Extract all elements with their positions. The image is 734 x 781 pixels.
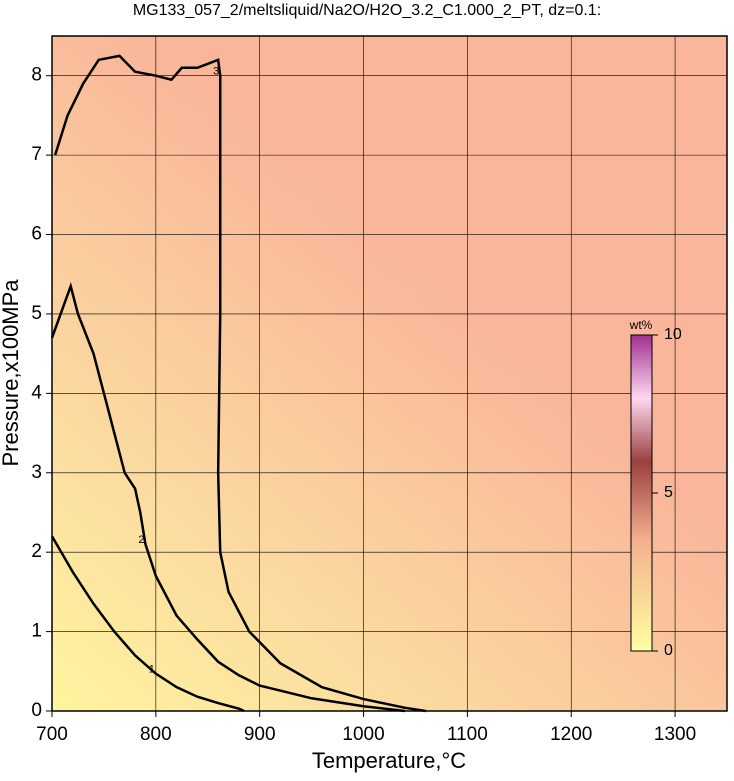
colorbar-tick-label: 0	[664, 642, 673, 659]
x-axis-label: Temperature,°C	[312, 748, 466, 773]
colorbar-tick-label: 10	[664, 326, 682, 343]
y-tick-label: 2	[31, 541, 42, 562]
y-tick-label: 0	[31, 700, 42, 721]
x-tick-label: 1000	[342, 724, 384, 745]
y-axis-label: Pressure,x100MPa	[0, 279, 23, 467]
contour-label: 1	[149, 664, 155, 676]
colorbar	[630, 334, 653, 652]
y-tick-label: 7	[31, 144, 42, 165]
y-tick-label: 4	[31, 382, 42, 403]
y-tick-label: 6	[31, 224, 42, 245]
x-tick-label: 1100	[447, 724, 488, 745]
y-tick-label: 8	[31, 65, 42, 86]
chart-title: MG133_057_2/meltsliquid/Na2O/H2O_3.2_C1.…	[133, 2, 601, 19]
x-tick-label: 1300	[654, 724, 696, 745]
contour-line	[50, 281, 406, 713]
colorbar-tick-label: 5	[664, 484, 673, 501]
contour-label: 3	[213, 66, 219, 78]
y-tick-label: 3	[31, 462, 42, 483]
y-tick-label: 5	[31, 303, 42, 324]
colorbar-label: wt%	[629, 318, 653, 332]
x-tick-label: 700	[36, 724, 68, 745]
contour-label: 2	[138, 534, 144, 546]
plot-frame	[51, 35, 728, 712]
x-tick-label: 1200	[550, 724, 592, 745]
contour-line	[53, 54, 427, 713]
y-tick-label: 1	[31, 621, 42, 642]
plot-layer: 1 2 3	[50, 36, 727, 713]
x-tick-label: 900	[244, 724, 276, 745]
plot-background	[52, 36, 727, 711]
x-tick-label: 800	[140, 724, 172, 745]
contour-line	[50, 535, 245, 713]
